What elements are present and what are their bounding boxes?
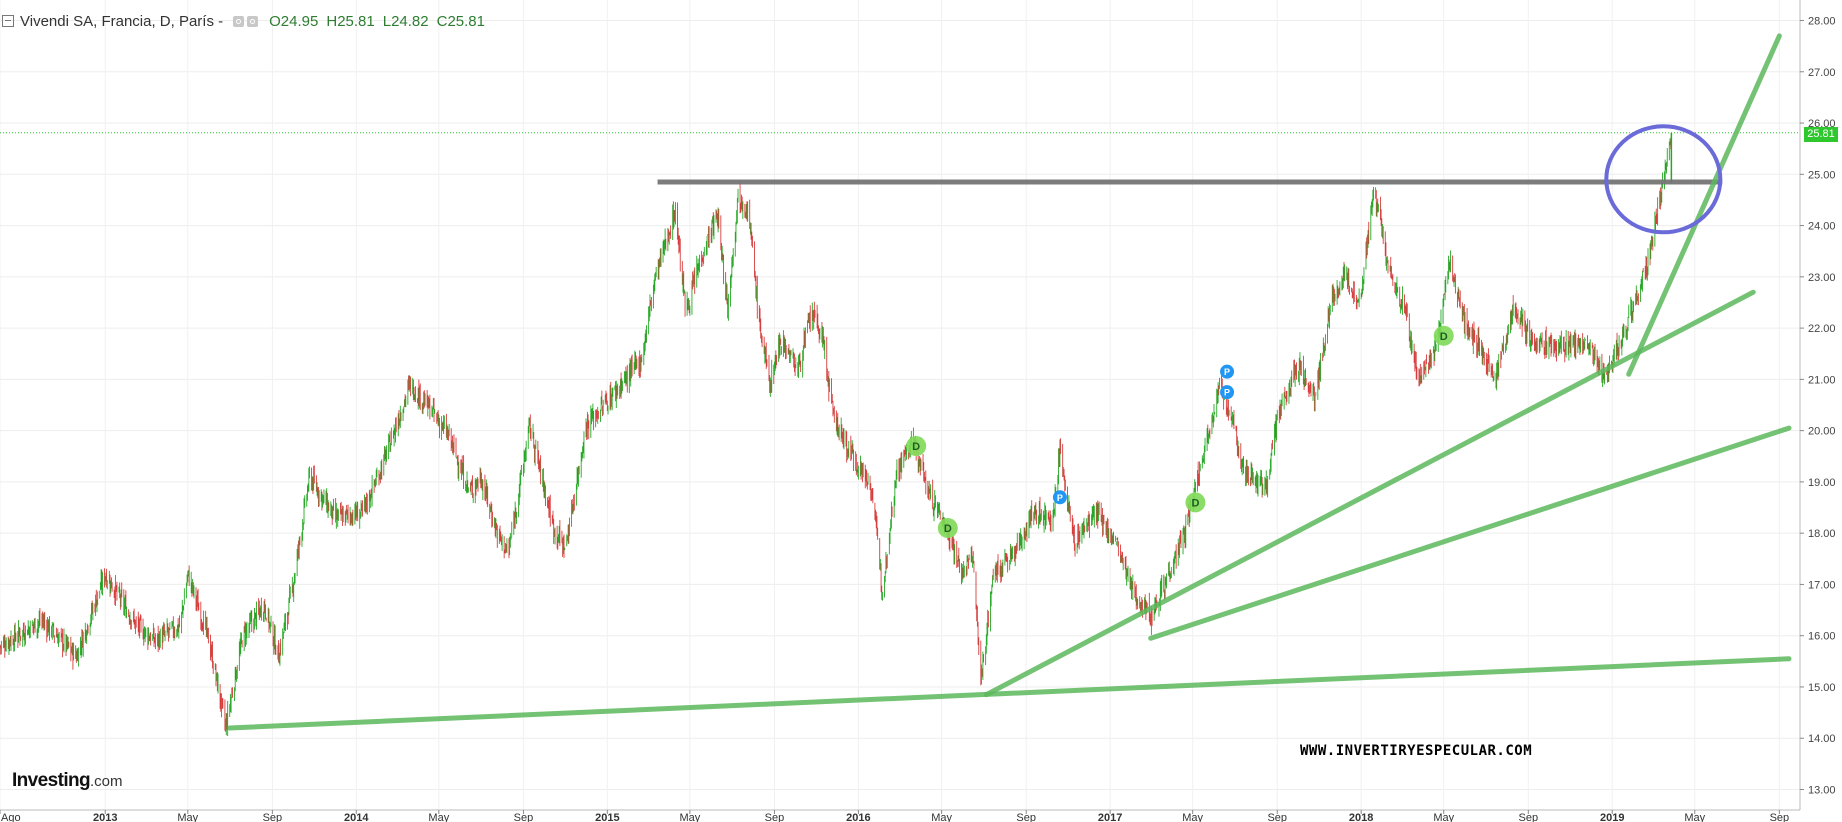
watermark-text: WWW.INVERTIRYESPECULAR.COM — [1300, 743, 1533, 759]
x-tick-label: Sep — [514, 812, 534, 822]
x-tick-label: May — [1684, 812, 1705, 822]
x-tick-label: 2017 — [1098, 812, 1122, 822]
p-marker — [1052, 490, 1067, 505]
y-tick-label: 23.00 — [1808, 272, 1836, 284]
plot-background — [0, 0, 1800, 810]
highlight-circle — [1604, 124, 1723, 235]
ohlc-high: H25.81 — [326, 12, 375, 30]
x-tick-label: 2013 — [93, 812, 117, 822]
x-tick-label: Sep — [263, 812, 283, 822]
collapse-icon[interactable] — [2, 15, 14, 27]
brand-name: Investing — [12, 770, 91, 791]
x-tick-label: May — [679, 812, 700, 822]
x-tick-label: 2018 — [1349, 812, 1373, 822]
x-tick-label: Sep — [1267, 812, 1287, 822]
brand-suffix: .com — [90, 773, 123, 790]
settings-icon[interactable] — [247, 15, 259, 27]
p-marker — [1220, 364, 1235, 379]
p-marker-label: P — [1224, 388, 1230, 398]
y-tick-label: 21.00 — [1808, 374, 1836, 386]
x-tick-label: May — [428, 812, 449, 822]
y-tick-label: 17.00 — [1808, 579, 1836, 591]
x-tick-label: 2014 — [344, 812, 369, 822]
y-tick-label: 15.00 — [1808, 682, 1836, 694]
y-tick-label: 24.00 — [1808, 221, 1836, 233]
brand-logo: Investing.com — [12, 770, 123, 792]
x-tick-label: May — [1182, 812, 1203, 822]
ohlc-low: L24.82 — [382, 12, 429, 30]
dividend-marker-label: D — [912, 441, 920, 453]
trendline — [983, 289, 1756, 698]
x-tick-label: 2019 — [1600, 812, 1624, 822]
last-price-label: 25.81 — [1804, 127, 1838, 142]
x-tick-label: 2016 — [846, 812, 870, 822]
x-tick-label: Ago — [1, 812, 21, 822]
eye-icon[interactable] — [233, 15, 245, 27]
dividend-marker-label: D — [1191, 497, 1199, 509]
x-tick-label: 2015 — [595, 812, 619, 822]
y-tick-label: 18.00 — [1808, 528, 1836, 540]
instrument-title[interactable]: Vivendi SA, Francia, D, París - — [20, 12, 224, 30]
dividend-marker — [937, 518, 958, 539]
dividend-marker — [1433, 325, 1454, 346]
x-tick-label: Sep — [1770, 812, 1790, 822]
y-tick-label: 28.00 — [1808, 16, 1836, 28]
x-tick-label: Sep — [1016, 812, 1036, 822]
y-tick-label: 19.00 — [1808, 477, 1836, 489]
dividend-marker — [1185, 492, 1206, 513]
trendline — [1148, 425, 1792, 641]
x-tick-label: Sep — [1519, 812, 1539, 822]
x-tick-label: May — [931, 812, 952, 822]
y-tick-label: 27.00 — [1808, 67, 1836, 79]
dividend-marker-label: D — [1440, 331, 1448, 343]
p-marker — [1220, 385, 1235, 400]
trendline — [1626, 33, 1782, 377]
y-tick-label: 16.00 — [1808, 631, 1836, 643]
y-tick-label: 26.00 — [1808, 118, 1836, 130]
y-tick-label: 22.00 — [1808, 323, 1836, 335]
chart-header: Vivendi SA, Francia, D, París - O24.95 H… — [0, 10, 485, 32]
trendline — [227, 656, 1792, 731]
dividend-marker — [906, 436, 927, 457]
ohlc-open: O24.95 — [269, 12, 319, 30]
y-tick-label: 13.00 — [1808, 784, 1836, 796]
p-marker-label: P — [1057, 493, 1063, 503]
p-marker-label: P — [1224, 367, 1230, 377]
ohlc-close: C25.81 — [436, 12, 485, 30]
y-tick-label: 14.00 — [1808, 733, 1836, 745]
y-tick-label: 25.00 — [1808, 169, 1836, 181]
x-tick-label: May — [1433, 812, 1454, 822]
x-tick-label: Sep — [765, 812, 785, 822]
dividend-marker-label: D — [944, 523, 952, 535]
x-tick-label: May — [177, 812, 198, 822]
y-tick-label: 20.00 — [1808, 426, 1836, 438]
